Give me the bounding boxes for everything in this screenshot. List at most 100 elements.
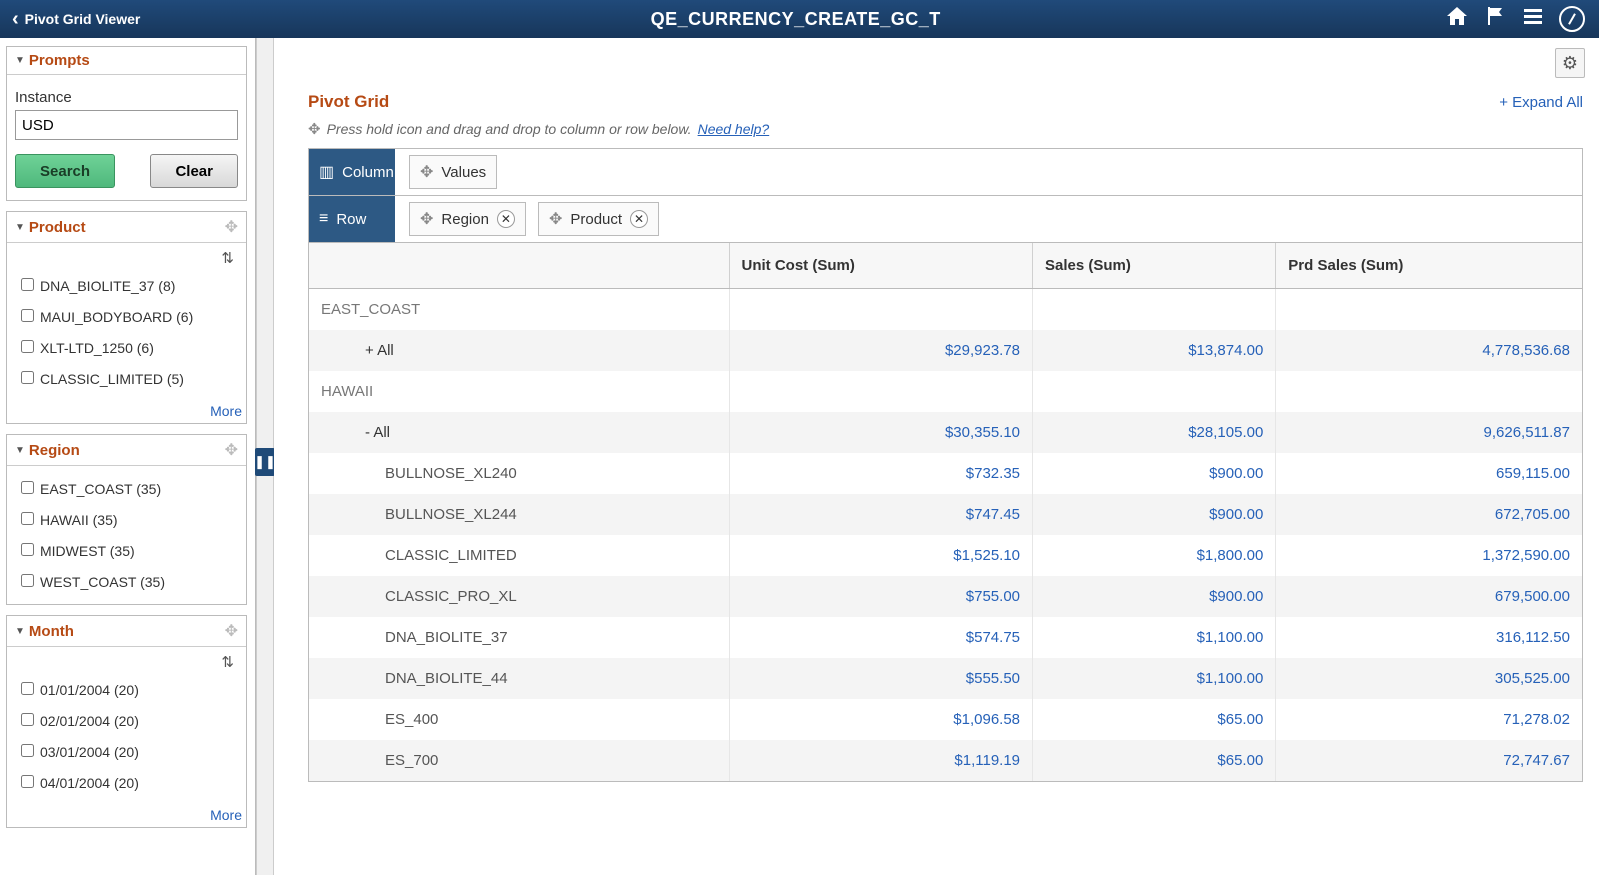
cell-value xyxy=(729,371,1033,412)
facet-region-toggle[interactable]: ▼ Region xyxy=(15,442,80,459)
cell-value[interactable]: 4,778,536.68 xyxy=(1276,330,1582,371)
drag-handle-icon[interactable]: ✥ xyxy=(225,621,238,641)
cell-value[interactable]: $732.35 xyxy=(729,453,1033,494)
sort-icon[interactable]: ⇅ xyxy=(15,249,238,269)
cell-value[interactable]: $555.50 xyxy=(729,658,1033,699)
flag-icon[interactable] xyxy=(1483,4,1507,34)
home-icon[interactable] xyxy=(1445,4,1469,34)
region-option[interactable]: MIDWEST (35) xyxy=(15,534,238,565)
remove-chip-icon[interactable]: ✕ xyxy=(497,210,515,228)
cell-value xyxy=(1276,289,1582,331)
row-label[interactable]: + All xyxy=(309,330,729,371)
cell-value[interactable]: 72,747.67 xyxy=(1276,740,1582,781)
month-checkbox[interactable] xyxy=(21,713,34,726)
facet-product-title: Product xyxy=(29,219,86,236)
cell-value[interactable]: $1,100.00 xyxy=(1033,617,1276,658)
back-button[interactable]: ‹ Pivot Grid Viewer xyxy=(6,9,146,29)
cell-value[interactable]: 9,626,511.87 xyxy=(1276,412,1582,453)
axis-chip[interactable]: ✥Region✕ xyxy=(409,202,526,236)
region-checkbox[interactable] xyxy=(21,574,34,587)
month-option[interactable]: 04/01/2004 (20) xyxy=(15,766,238,797)
axis-chip[interactable]: ✥Product✕ xyxy=(538,202,659,236)
grip-icon: ✥ xyxy=(308,120,321,138)
cell-value[interactable]: $900.00 xyxy=(1033,494,1276,535)
column-axis-label[interactable]: ▥ Column xyxy=(309,149,395,195)
cell-value[interactable]: $900.00 xyxy=(1033,576,1276,617)
cell-value[interactable]: $1,525.10 xyxy=(729,535,1033,576)
cell-value[interactable]: $1,096.58 xyxy=(729,699,1033,740)
cell-value[interactable]: $1,800.00 xyxy=(1033,535,1276,576)
caret-down-icon: ▼ xyxy=(15,445,25,456)
cell-value[interactable]: $1,100.00 xyxy=(1033,658,1276,699)
axis-chip[interactable]: ✥ Values xyxy=(409,155,497,189)
region-checkbox[interactable] xyxy=(21,543,34,556)
splitter[interactable]: ❚❚ xyxy=(256,38,274,875)
product-option[interactable]: XLT-LTD_1250 (6) xyxy=(15,331,238,362)
drag-handle-icon[interactable]: ✥ xyxy=(225,217,238,237)
grip-icon[interactable]: ✥ xyxy=(420,162,433,182)
cell-value[interactable]: 1,372,590.00 xyxy=(1276,535,1582,576)
menu-icon[interactable] xyxy=(1521,4,1545,34)
region-option[interactable]: HAWAII (35) xyxy=(15,503,238,534)
settings-button[interactable]: ⚙ xyxy=(1555,48,1585,78)
grip-icon[interactable]: ✥ xyxy=(549,209,562,229)
axis-chip-label: Values xyxy=(441,164,486,181)
cell-value[interactable]: $755.00 xyxy=(729,576,1033,617)
region-option[interactable]: WEST_COAST (35) xyxy=(15,565,238,596)
month-option[interactable]: 03/01/2004 (20) xyxy=(15,735,238,766)
sort-icon[interactable]: ⇅ xyxy=(15,653,238,673)
product-option[interactable]: MAUI_BODYBOARD (6) xyxy=(15,300,238,331)
search-button[interactable]: Search xyxy=(15,154,115,188)
month-option[interactable]: 02/01/2004 (20) xyxy=(15,704,238,735)
measure-header[interactable]: Prd Sales (Sum) xyxy=(1276,243,1582,289)
compass-icon[interactable] xyxy=(1559,6,1585,32)
month-more-link[interactable]: More xyxy=(7,805,246,827)
month-checkbox[interactable] xyxy=(21,744,34,757)
product-checkbox[interactable] xyxy=(21,340,34,353)
product-option[interactable]: DNA_BIOLITE_37 (8) xyxy=(15,269,238,300)
product-more-link[interactable]: More xyxy=(7,401,246,423)
month-checkbox[interactable] xyxy=(21,682,34,695)
cell-value[interactable]: 305,525.00 xyxy=(1276,658,1582,699)
measure-header[interactable]: Unit Cost (Sum) xyxy=(729,243,1033,289)
row-label[interactable]: - All xyxy=(309,412,729,453)
cell-value[interactable]: 71,278.02 xyxy=(1276,699,1582,740)
facet-prompts-toggle[interactable]: ▼ Prompts xyxy=(15,52,90,69)
facet-product-toggle[interactable]: ▼ Product xyxy=(15,219,86,236)
cell-value[interactable]: $29,923.78 xyxy=(729,330,1033,371)
product-option[interactable]: CLASSIC_LIMITED (5) xyxy=(15,362,238,393)
cell-value[interactable]: $574.75 xyxy=(729,617,1033,658)
region-checkbox[interactable] xyxy=(21,481,34,494)
product-checkbox[interactable] xyxy=(21,371,34,384)
grip-icon[interactable]: ✥ xyxy=(420,209,433,229)
remove-chip-icon[interactable]: ✕ xyxy=(630,210,648,228)
row-axis-label[interactable]: ≡ Row xyxy=(309,196,395,242)
collapse-sidebar-icon[interactable]: ❚❚ xyxy=(255,448,275,476)
expand-all-link[interactable]: + Expand All xyxy=(1499,94,1583,111)
month-checkbox[interactable] xyxy=(21,775,34,788)
product-checkbox[interactable] xyxy=(21,309,34,322)
cell-value[interactable]: 316,112.50 xyxy=(1276,617,1582,658)
need-help-link[interactable]: Need help? xyxy=(698,121,770,137)
cell-value[interactable]: 679,500.00 xyxy=(1276,576,1582,617)
region-checkbox[interactable] xyxy=(21,512,34,525)
cell-value[interactable]: $28,105.00 xyxy=(1033,412,1276,453)
month-option[interactable]: 01/01/2004 (20) xyxy=(15,673,238,704)
cell-value[interactable]: 659,115.00 xyxy=(1276,453,1582,494)
cell-value[interactable]: $65.00 xyxy=(1033,740,1276,781)
cell-value[interactable]: $900.00 xyxy=(1033,453,1276,494)
cell-value[interactable]: $30,355.10 xyxy=(729,412,1033,453)
facet-month-toggle[interactable]: ▼ Month xyxy=(15,623,74,640)
drag-handle-icon[interactable]: ✥ xyxy=(225,440,238,460)
product-checkbox[interactable] xyxy=(21,278,34,291)
instance-input[interactable] xyxy=(15,110,238,140)
measure-header[interactable]: Sales (Sum) xyxy=(1033,243,1276,289)
cell-value[interactable]: $747.45 xyxy=(729,494,1033,535)
cell-value[interactable]: $65.00 xyxy=(1033,699,1276,740)
clear-button[interactable]: Clear xyxy=(150,154,238,188)
cell-value[interactable]: $1,119.19 xyxy=(729,740,1033,781)
cell-value[interactable]: $13,874.00 xyxy=(1033,330,1276,371)
region-option[interactable]: EAST_COAST (35) xyxy=(15,472,238,503)
back-label: Pivot Grid Viewer xyxy=(25,11,141,27)
cell-value[interactable]: 672,705.00 xyxy=(1276,494,1582,535)
